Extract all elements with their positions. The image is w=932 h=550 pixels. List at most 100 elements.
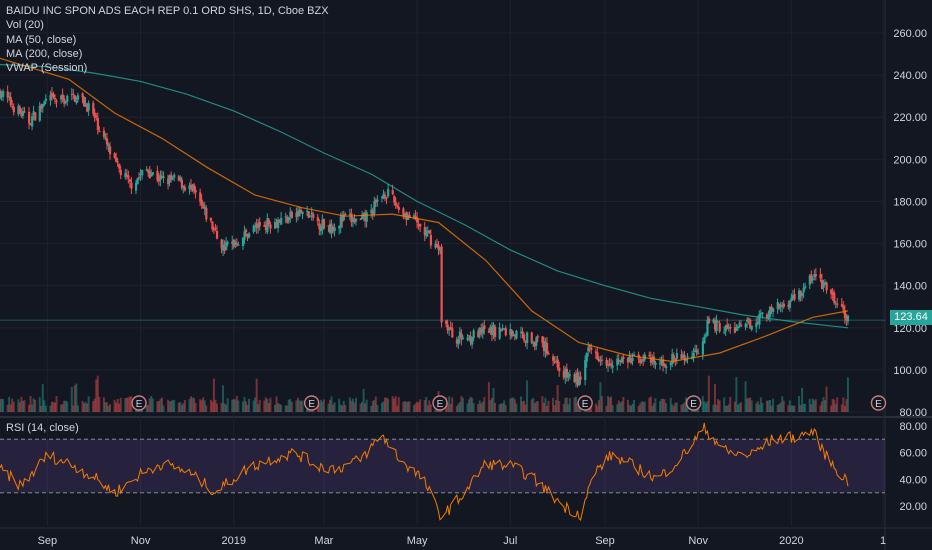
candle-body: [66, 95, 69, 102]
candle-body: [269, 224, 272, 229]
candle-body: [523, 334, 526, 341]
candle-body: [194, 190, 197, 193]
volume-bar: [156, 401, 159, 412]
candle-body: [588, 346, 591, 348]
earnings-marker-label: E: [136, 399, 143, 410]
volume-bar: [788, 400, 791, 412]
volume-bar: [93, 398, 96, 412]
candle-body: [681, 354, 685, 358]
volume-bar: [769, 400, 771, 412]
candle-body: [455, 339, 459, 344]
candle-body: [370, 209, 373, 214]
volume-bar: [772, 398, 775, 412]
candle-body: [167, 178, 170, 185]
volume-bar: [524, 404, 527, 412]
volume-bar: [498, 404, 501, 412]
volume-bar: [567, 404, 570, 412]
volume-bar: [318, 403, 321, 412]
candle-body: [11, 105, 14, 107]
candle-body: [359, 219, 362, 221]
candle-body: [29, 123, 32, 126]
volume-bar: [814, 399, 817, 412]
volume-bar: [724, 405, 727, 412]
volume-bar: [798, 396, 801, 412]
volume-bar: [234, 399, 237, 412]
candle-body: [715, 319, 718, 332]
candle-body: [642, 358, 645, 361]
candle-body: [34, 112, 37, 121]
earnings-marker-icon: [303, 395, 320, 411]
candle-body: [608, 363, 611, 365]
candle-body: [417, 223, 420, 226]
volume-bar: [361, 401, 364, 412]
volume-bar: [194, 402, 197, 412]
rsi-legend[interactable]: RSI (14, close): [6, 422, 79, 434]
study-ma200[interactable]: MA (200, close): [6, 47, 83, 60]
candle-body: [691, 356, 694, 358]
candle-body: [364, 212, 367, 222]
candle-body: [322, 219, 326, 229]
study-ma50[interactable]: MA (50, close): [6, 33, 77, 46]
volume-bar: [96, 375, 99, 412]
candle-body: [675, 353, 679, 359]
volume-bars: [0, 375, 849, 412]
volume-bar: [104, 402, 107, 412]
candle-body: [822, 284, 825, 288]
volume-bar: [12, 401, 15, 412]
volume-bar: [183, 399, 186, 412]
candle-body: [428, 230, 431, 234]
volume-bar: [127, 397, 130, 412]
candle-body: [416, 217, 419, 223]
candle-body: [55, 100, 58, 102]
candle-body: [574, 373, 578, 383]
volume-bar: [799, 404, 802, 412]
candle-body: [683, 354, 686, 361]
volume-bar: [179, 402, 182, 412]
candle-body: [38, 106, 41, 121]
candle-body: [845, 316, 848, 321]
candle-body: [75, 100, 78, 104]
candle-body: [274, 222, 277, 229]
candle-body: [60, 95, 63, 100]
candle-body: [616, 358, 619, 366]
study-vwap[interactable]: VWAP (Session): [6, 62, 88, 75]
chart-legend: BAIDU INC SPON ADS EACH REP 0.1 ORD SHS,…: [6, 4, 329, 75]
volume-bar: [9, 404, 12, 412]
candle-body: [562, 370, 565, 378]
candle-body: [726, 324, 729, 329]
candle-body: [494, 326, 497, 337]
candle-body: [156, 170, 159, 181]
volume-bar: [255, 378, 258, 412]
candle-body: [659, 363, 662, 365]
candle-body: [594, 351, 598, 353]
candle-body: [104, 137, 107, 139]
candle-body: [183, 187, 187, 191]
volume-bar: [573, 397, 576, 412]
volume-bar: [277, 403, 280, 412]
volume-bar: [98, 396, 101, 412]
volume-bar: [339, 404, 342, 412]
candle-body: [21, 110, 25, 116]
candle-body: [426, 230, 429, 232]
volume-bar: [544, 397, 547, 412]
candle-body: [43, 101, 46, 105]
candle-body: [478, 327, 481, 335]
volume-bar: [205, 405, 208, 412]
volume-bar: [671, 404, 674, 412]
chart-title[interactable]: BAIDU INC SPON ADS EACH REP 0.1 ORD SHS,…: [6, 5, 329, 17]
candle-body: [717, 321, 720, 323]
volume-bar: [384, 397, 386, 412]
volume-bar: [843, 405, 846, 412]
volume-bar: [327, 403, 330, 412]
volume-bar: [95, 379, 98, 412]
volume-bar: [296, 397, 299, 412]
candle-body: [840, 304, 844, 307]
candle-body: [321, 219, 324, 230]
volume-bar: [468, 399, 471, 412]
study-vol[interactable]: Vol (20): [6, 19, 44, 32]
candle-body: [429, 234, 433, 246]
volume-bar: [718, 400, 721, 412]
candle-body: [787, 304, 790, 307]
